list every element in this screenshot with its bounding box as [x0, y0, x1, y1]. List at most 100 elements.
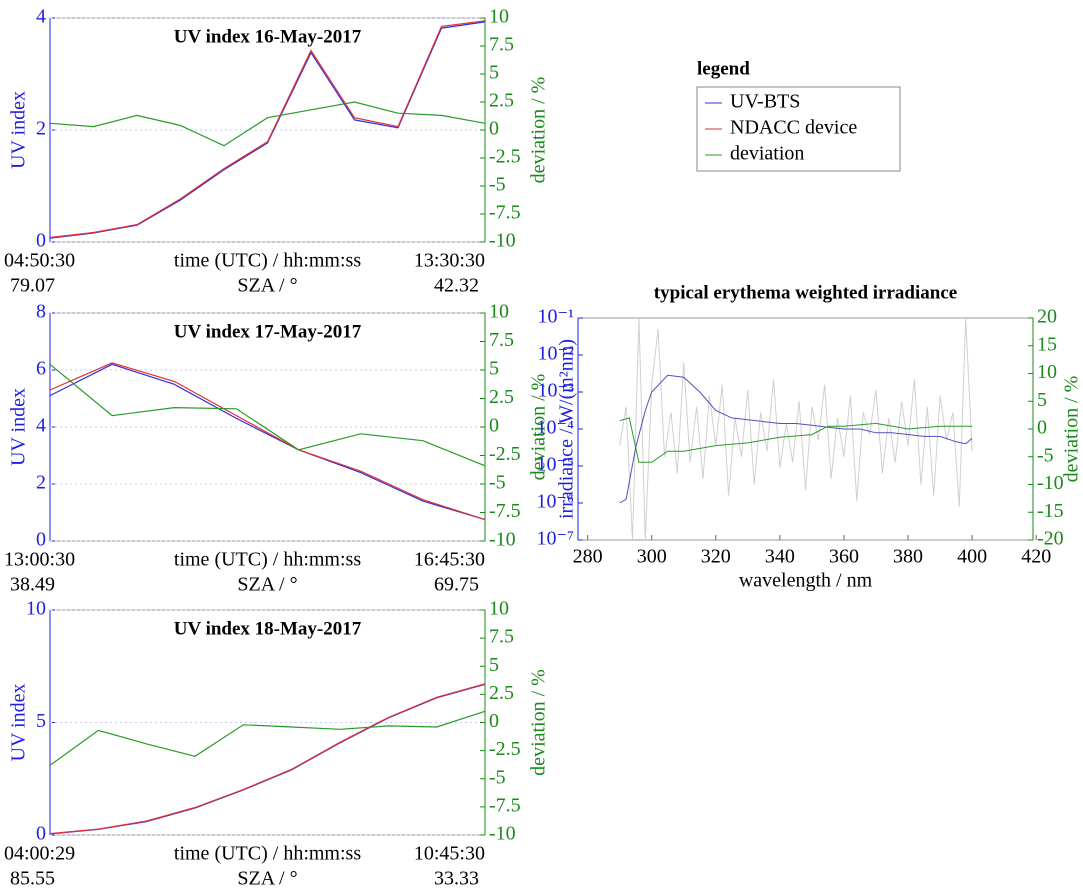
y-tick-label: 10⁻³: [537, 380, 574, 402]
x2-label: 33.33: [434, 868, 479, 890]
y-tick-label: 2: [36, 472, 46, 494]
chart-title: UV index 16-May-2017: [174, 26, 362, 47]
chart-title: UV index 18-May-2017: [174, 618, 362, 639]
y2-tick-label: 20: [1037, 306, 1057, 328]
y-tick-label: 10⁻¹: [537, 306, 574, 328]
y2-tick-label: 10: [489, 598, 509, 620]
y2-tick-label: 0: [489, 415, 499, 437]
series-line: [619, 317, 973, 541]
y2-tick-label: 0: [1037, 417, 1047, 439]
y-tick-label: 2: [36, 118, 46, 140]
y2-tick-label: -2.5: [489, 146, 521, 168]
x-tick-label: 340: [765, 546, 795, 568]
y-tick-label: 0: [36, 230, 46, 252]
series-line: [49, 101, 486, 147]
y-tick-label: 10⁻⁶: [536, 491, 574, 513]
y2-tick-label: 2.5: [489, 386, 514, 408]
x-tick-label: 13:00:30: [4, 549, 75, 571]
y-axis-label: irradiance / W/(m²nm): [556, 339, 578, 519]
y2-tick-label: -5: [489, 766, 506, 788]
x-axis-label: time (UTC) / hh:mm:ss: [174, 549, 361, 571]
x2-axis-label: SZA / °: [237, 275, 297, 297]
y2-tick-label: -5: [489, 472, 506, 494]
x-tick-label: 10:45:30: [414, 843, 485, 865]
x2-label: 69.75: [434, 574, 479, 596]
y2-tick-label: 7.5: [489, 34, 514, 56]
y2-tick-label: -7.5: [489, 794, 521, 816]
y2-tick-label: 10: [489, 301, 509, 323]
y2-tick-label: -10: [489, 529, 516, 551]
y2-tick-label: 10: [489, 6, 509, 28]
y-tick-label: 10⁻²: [537, 343, 574, 365]
y2-axis-label: deviation / %: [1061, 376, 1083, 483]
y2-axis-label: deviation / %: [528, 77, 550, 184]
y-tick-label: 10: [26, 598, 46, 620]
chart-title: UV index 17-May-2017: [174, 321, 362, 342]
y2-axis-label: deviation / %: [528, 669, 550, 776]
x-tick-label: 360: [829, 546, 859, 568]
x-tick-label: 13:30:30: [414, 250, 485, 272]
series-line: [49, 362, 486, 521]
x-tick-label: 280: [573, 546, 603, 568]
y2-tick-label: -10: [1037, 472, 1064, 494]
series-line: [49, 683, 486, 835]
series-line: [49, 20, 486, 239]
y-tick-label: 10⁻⁵: [536, 454, 574, 476]
y2-tick-label: 2.5: [489, 682, 514, 704]
series-line: [49, 710, 486, 766]
x2-label: 79.07: [10, 275, 55, 297]
series-line: [619, 374, 973, 504]
y2-tick-label: -5: [489, 174, 506, 196]
y2-tick-label: -20: [1037, 528, 1064, 550]
y-tick-label: 8: [36, 301, 46, 323]
series-line: [49, 363, 486, 467]
series-line: [49, 363, 486, 521]
x-axis-label: time (UTC) / hh:mm:ss: [174, 843, 361, 865]
y2-tick-label: 7.5: [489, 626, 514, 648]
y2-tick-label: -5: [1037, 444, 1054, 466]
y2-tick-label: -15: [1037, 500, 1064, 522]
x2-axis-label: SZA / °: [237, 868, 297, 890]
y2-tick-label: 5: [489, 654, 499, 676]
y2-tick-label: -10: [489, 823, 516, 845]
y-tick-label: 0: [36, 823, 46, 845]
series-line: [49, 683, 486, 835]
y-tick-label: 6: [36, 358, 46, 380]
x-axis-label: wavelength / nm: [739, 570, 873, 592]
y-tick-label: 10⁻⁷: [536, 528, 574, 550]
y-axis-label: UV index: [8, 388, 30, 466]
x-tick-label: 320: [701, 546, 731, 568]
x2-label: 42.32: [434, 275, 479, 297]
x-tick-label: 04:50:30: [4, 250, 75, 272]
legend-entry: deviation: [730, 143, 804, 165]
y-tick-label: 0: [36, 529, 46, 551]
y-tick-label: 4: [36, 6, 46, 28]
y2-tick-label: 5: [489, 358, 499, 380]
y2-tick-label: -2.5: [489, 443, 521, 465]
y2-tick-label: 0: [489, 710, 499, 732]
y2-tick-label: -7.5: [489, 500, 521, 522]
legend-box: [696, 86, 901, 172]
x-tick-label: 380: [893, 546, 923, 568]
y-tick-label: 4: [36, 415, 46, 437]
y2-tick-label: -7.5: [489, 202, 521, 224]
y-tick-label: 10⁻⁴: [536, 417, 574, 439]
y2-tick-label: -10: [489, 230, 516, 252]
x-tick-label: 16:45:30: [414, 549, 485, 571]
legend-entry: UV-BTS: [730, 91, 800, 113]
y-axis-label: UV index: [8, 684, 30, 762]
x-tick-label: 300: [637, 546, 667, 568]
x-tick-label: 400: [957, 546, 987, 568]
x2-label: 38.49: [10, 574, 55, 596]
legend-entry: NDACC device: [730, 117, 857, 139]
y2-tick-label: -2.5: [489, 738, 521, 760]
y2-tick-label: 2.5: [489, 90, 514, 112]
y2-tick-label: 7.5: [489, 329, 514, 351]
y2-axis-label: deviation / %: [528, 374, 550, 481]
x2-axis-label: SZA / °: [237, 574, 297, 596]
y2-tick-label: 0: [489, 118, 499, 140]
x2-label: 85.55: [10, 868, 55, 890]
legend-title: legend: [697, 58, 750, 79]
y2-tick-label: 5: [1037, 389, 1047, 411]
